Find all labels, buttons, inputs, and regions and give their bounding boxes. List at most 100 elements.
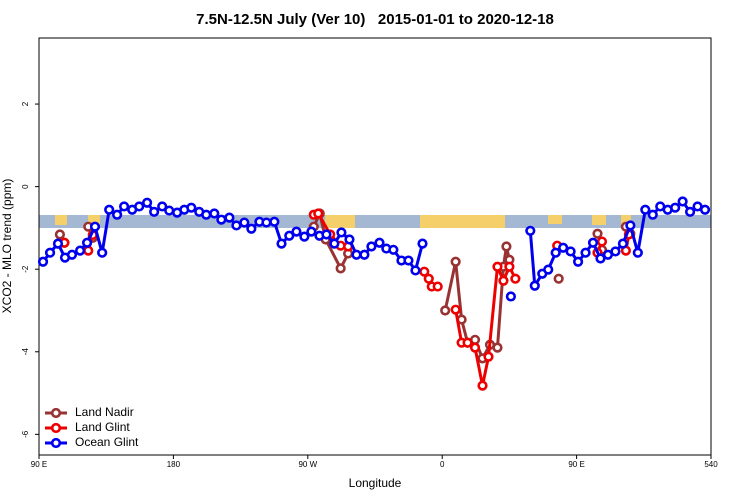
point bbox=[336, 227, 347, 238]
x-tick-label: 0 bbox=[440, 460, 445, 469]
point bbox=[640, 204, 651, 215]
y-tick-label: -2 bbox=[21, 265, 30, 273]
point bbox=[596, 236, 608, 247]
point bbox=[351, 249, 362, 260]
point bbox=[157, 201, 168, 212]
point bbox=[572, 256, 584, 267]
point bbox=[684, 206, 696, 217]
point bbox=[550, 247, 561, 258]
point bbox=[291, 226, 302, 237]
legend-label: Land Glint bbox=[75, 420, 130, 434]
point bbox=[492, 342, 503, 353]
series-line bbox=[86, 211, 631, 386]
plot-frame bbox=[38, 37, 712, 456]
point bbox=[54, 229, 66, 240]
y-axis-label: XCO2 - MLO trend (ppm) bbox=[0, 179, 14, 314]
point bbox=[558, 242, 569, 253]
y-tick-label: -4 bbox=[21, 348, 30, 356]
point bbox=[321, 229, 332, 240]
point bbox=[44, 247, 56, 258]
point bbox=[186, 202, 197, 213]
point bbox=[625, 220, 636, 231]
point bbox=[104, 204, 115, 215]
point bbox=[149, 206, 160, 217]
point bbox=[632, 247, 643, 258]
x-tick-label: 90 E bbox=[31, 460, 47, 469]
point bbox=[83, 245, 94, 256]
point bbox=[617, 238, 628, 249]
point bbox=[647, 209, 658, 220]
point bbox=[525, 225, 536, 236]
point bbox=[492, 261, 503, 272]
point bbox=[469, 342, 481, 353]
point bbox=[505, 291, 516, 302]
point bbox=[432, 281, 443, 292]
point bbox=[112, 209, 123, 220]
legend-label: Ocean Glint bbox=[75, 435, 139, 449]
point bbox=[37, 256, 49, 267]
point bbox=[284, 230, 295, 241]
x-tick-label: 180 bbox=[167, 460, 181, 469]
point bbox=[374, 237, 385, 248]
point bbox=[329, 238, 340, 249]
point bbox=[209, 208, 220, 219]
point bbox=[231, 220, 242, 231]
point bbox=[592, 228, 603, 239]
point bbox=[529, 280, 540, 291]
point bbox=[164, 205, 175, 216]
point bbox=[595, 253, 606, 264]
point bbox=[504, 261, 515, 272]
y-tick-label: 2 bbox=[21, 101, 30, 106]
point bbox=[553, 273, 564, 284]
point bbox=[410, 265, 421, 276]
point bbox=[670, 202, 681, 213]
point bbox=[269, 216, 280, 227]
point bbox=[276, 238, 287, 249]
legend-marker bbox=[50, 407, 62, 419]
point bbox=[610, 246, 621, 257]
point bbox=[81, 237, 93, 248]
point bbox=[216, 214, 227, 225]
point bbox=[313, 208, 324, 219]
x-tick-label: 90 W bbox=[298, 460, 317, 469]
point bbox=[565, 246, 576, 257]
point bbox=[462, 337, 473, 348]
point bbox=[66, 249, 78, 260]
point bbox=[587, 237, 599, 248]
point bbox=[344, 234, 355, 245]
point bbox=[246, 223, 257, 234]
point bbox=[403, 255, 414, 266]
legend-marker bbox=[50, 422, 62, 434]
point bbox=[97, 247, 108, 258]
point bbox=[134, 201, 145, 212]
point bbox=[580, 247, 591, 258]
point bbox=[119, 201, 130, 212]
map-strip bbox=[39, 215, 711, 228]
x-tick-label: 90 E bbox=[568, 460, 584, 469]
chart-title: 7.5N-12.5N July (Ver 10) 2015-01-01 to 2… bbox=[196, 11, 554, 28]
point bbox=[501, 241, 512, 252]
point bbox=[450, 304, 461, 315]
point bbox=[261, 217, 272, 228]
point bbox=[335, 263, 346, 274]
point bbox=[477, 380, 488, 391]
legend-label: Land Nadir bbox=[75, 405, 134, 419]
point bbox=[450, 256, 461, 267]
point bbox=[142, 197, 153, 208]
point bbox=[52, 238, 64, 249]
point bbox=[239, 217, 250, 228]
point bbox=[510, 273, 521, 284]
point bbox=[306, 226, 317, 237]
point bbox=[366, 241, 377, 252]
point bbox=[419, 266, 430, 277]
point bbox=[423, 273, 434, 284]
point bbox=[89, 221, 101, 232]
point bbox=[224, 212, 235, 223]
y-tick-label: 0 bbox=[21, 184, 30, 189]
point bbox=[440, 305, 451, 316]
point bbox=[201, 209, 212, 220]
point bbox=[74, 245, 86, 256]
point bbox=[677, 196, 688, 207]
